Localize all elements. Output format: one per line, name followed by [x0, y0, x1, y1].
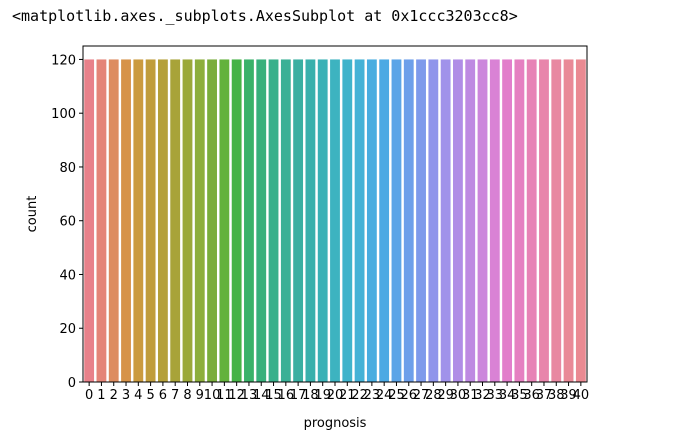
bar-8	[182, 59, 193, 382]
bar-22	[354, 59, 365, 382]
x-tick-label-1: 1	[97, 388, 105, 403]
x-tick-label-10: 10	[204, 388, 221, 403]
x-tick-label-29: 29	[437, 388, 454, 403]
x-tick-label-25: 25	[388, 388, 405, 403]
bar-27	[416, 59, 426, 382]
x-tick-label-17: 17	[290, 388, 307, 403]
x-tick-label-39: 39	[560, 388, 577, 403]
y-tick-label: 120	[51, 53, 76, 68]
x-tick-label-40: 40	[573, 388, 590, 403]
x-tick-label-8: 8	[183, 388, 191, 403]
x-tick-label-6: 6	[159, 388, 167, 403]
output-repr-text: <matplotlib.axes._subplots.AxesSubplot a…	[12, 7, 518, 25]
bar-2	[108, 59, 119, 382]
bar-37	[539, 59, 549, 382]
bar-33	[489, 59, 500, 382]
x-tick-label-22: 22	[351, 388, 368, 403]
bar-35	[514, 59, 525, 382]
bar-9	[194, 59, 205, 382]
x-axis-ticks: 0 1 2 3 4 5 6 7 8 9 101112131415161718192021222324…	[85, 382, 589, 403]
x-tick-label-12: 12	[228, 388, 245, 403]
bars-group	[84, 59, 586, 382]
bar-19	[317, 59, 328, 382]
bar-12	[231, 59, 242, 382]
bar-24	[379, 59, 390, 382]
bar-10	[207, 59, 217, 382]
bar-4	[133, 59, 144, 382]
bar-38	[551, 59, 562, 382]
bar-30	[453, 59, 463, 382]
x-tick-label-2: 2	[110, 388, 118, 403]
x-tick-label-26: 26	[400, 388, 417, 403]
bar-0	[84, 59, 95, 382]
x-tick-label-4: 4	[134, 388, 142, 403]
y-tick-label: 100	[51, 107, 76, 122]
bar-18	[305, 59, 316, 382]
bar-1	[96, 59, 107, 382]
x-tick-label-24: 24	[376, 388, 393, 403]
bar-20	[330, 59, 340, 382]
x-tick-label-35: 35	[511, 388, 528, 403]
bar-7	[170, 59, 181, 382]
x-tick-label-7: 7	[171, 388, 179, 403]
x-tick-label-3: 3	[122, 388, 130, 403]
bar-3	[121, 59, 131, 382]
x-tick-label-23: 23	[364, 388, 381, 403]
x-tick-label-31: 31	[462, 388, 479, 403]
bar-5	[145, 59, 156, 382]
x-axis-label: prognosis	[304, 416, 367, 431]
x-tick-label-38: 38	[548, 388, 565, 403]
bar-26	[403, 59, 414, 382]
x-tick-label-27: 27	[413, 388, 430, 403]
x-tick-label-18: 18	[302, 388, 319, 403]
x-tick-label-37: 37	[536, 388, 553, 403]
y-tick-label: 0	[68, 376, 76, 391]
x-tick-label-5: 5	[146, 388, 154, 403]
bar-25	[391, 59, 402, 382]
bar-32	[477, 59, 488, 382]
x-tick-label-0: 0	[85, 388, 93, 403]
bar-16	[280, 59, 291, 382]
bar-6	[157, 59, 168, 382]
bar-21	[342, 59, 353, 382]
x-tick-label-16: 16	[278, 388, 295, 403]
x-tick-label-9: 9	[196, 388, 204, 403]
x-tick-label-15: 15	[265, 388, 282, 403]
bar-28	[428, 59, 439, 382]
bar-14	[256, 59, 267, 382]
bar-15	[268, 59, 279, 382]
bar-36	[526, 59, 537, 382]
bar-13	[244, 59, 254, 382]
x-tick-label-13: 13	[241, 388, 258, 403]
bar-39	[563, 59, 574, 382]
bar-34	[502, 59, 513, 382]
x-tick-label-33: 33	[487, 388, 504, 403]
x-tick-label-30: 30	[450, 388, 467, 403]
bar-31	[465, 59, 476, 382]
x-tick-label-20: 20	[327, 388, 344, 403]
axes-frame	[82, 45, 588, 383]
x-tick-label-32: 32	[474, 388, 491, 403]
y-axis-ticks: 0 20 40 60 80 100 120	[51, 53, 83, 391]
y-axis-label: count	[25, 196, 40, 233]
x-tick-label-36: 36	[523, 388, 540, 403]
y-tick-label: 60	[59, 215, 76, 230]
x-tick-label-34: 34	[499, 388, 516, 403]
bar-40	[575, 59, 586, 382]
bar-23	[366, 59, 377, 382]
x-tick-label-28: 28	[425, 388, 442, 403]
y-tick-label: 40	[59, 268, 76, 283]
bar-17	[293, 59, 304, 382]
y-tick-label: 80	[59, 161, 76, 176]
x-tick-label-11: 11	[216, 388, 233, 403]
x-tick-label-21: 21	[339, 388, 356, 403]
x-tick-label-14: 14	[253, 388, 270, 403]
y-tick-label: 20	[59, 322, 76, 337]
bar-29	[440, 59, 451, 382]
bar-11	[219, 59, 230, 382]
x-tick-label-19: 19	[314, 388, 331, 403]
